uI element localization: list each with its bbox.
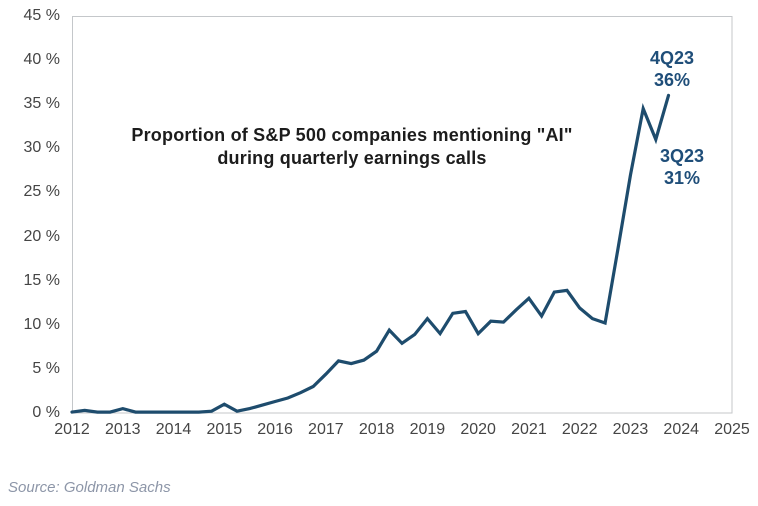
x-axis-label: 2016 [257, 421, 293, 438]
x-axis-label: 2020 [460, 421, 496, 438]
annotation-3q23-quarter: 3Q23 [659, 146, 705, 166]
chart-title: Proportion of S&P 500 companies mentioni… [112, 124, 592, 170]
x-axis-label: 2025 [714, 421, 750, 438]
source-caption: Source: Goldman Sachs [8, 479, 171, 496]
annotation-3q23: 3Q23 31% [637, 145, 727, 189]
x-axis-label: 2012 [54, 421, 90, 438]
y-axis-label: 45 % [23, 7, 60, 24]
chart-title-line-2: during quarterly earnings calls [217, 148, 487, 168]
ai-mentions-line [70, 93, 671, 414]
x-axis-label: 2018 [358, 421, 395, 438]
y-axis-label: 35 % [23, 95, 60, 113]
line-chart-svg [70, 16, 733, 414]
x-axis-label: 2013 [104, 421, 141, 438]
y-axis-label: 40 % [23, 51, 60, 69]
y-axis-label: 25 % [23, 183, 60, 201]
y-axis-label: 10 % [23, 315, 60, 333]
x-axis-label: 2014 [155, 421, 192, 438]
x-axis-label: 2024 [663, 421, 700, 438]
x-axis-label: 2021 [511, 421, 547, 438]
x-axis-label: 2022 [561, 421, 598, 438]
y-axis-label: 0 % [32, 404, 60, 421]
y-axis-label: 30 % [23, 139, 60, 157]
y-axis-label: 20 % [23, 227, 60, 245]
x-axis-label: 2017 [308, 421, 344, 438]
x-axis-label: 2019 [409, 421, 446, 438]
chart-title-line-1: Proportion of S&P 500 companies mentioni… [131, 125, 573, 145]
y-axis-label: 5 % [32, 359, 60, 377]
x-axis-label: 2023 [612, 421, 649, 438]
x-axis-label: 2015 [206, 421, 243, 438]
plot-frame [72, 16, 733, 414]
annotation-4q23-value: 36% [653, 70, 691, 90]
y-axis-label: 15 % [23, 271, 60, 289]
annotation-3q23-value: 31% [663, 168, 701, 188]
annotation-4q23-quarter: 4Q23 [649, 48, 695, 68]
annotation-4q23: 4Q23 36% [627, 47, 717, 91]
